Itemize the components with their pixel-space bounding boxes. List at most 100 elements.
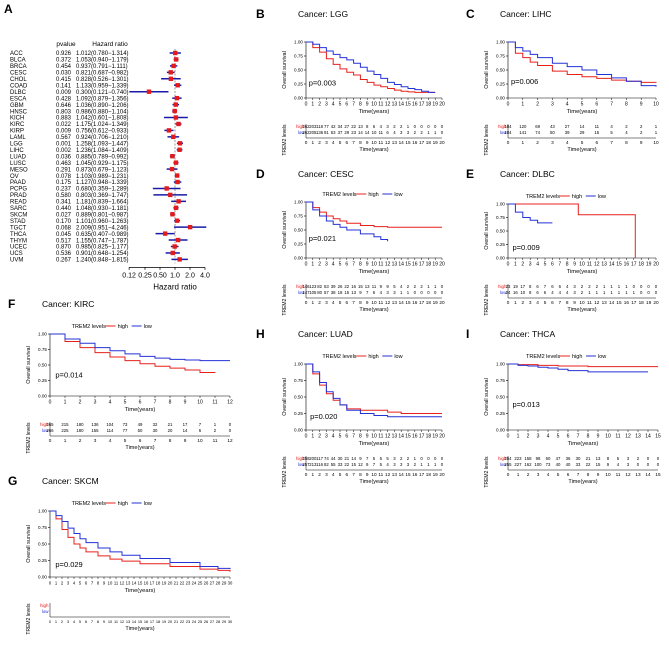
pvalue-value: 0.009 — [56, 129, 72, 135]
x-tick-label: 9 — [640, 102, 643, 108]
x-tick-label: 12 — [594, 262, 600, 268]
y-tick-label: 1.00 — [294, 362, 303, 367]
x-tick-label: 4 — [332, 434, 335, 440]
x-tick-label: 3 — [537, 434, 540, 440]
legend-label-low: low — [598, 354, 606, 360]
risk-x-tick-label: 3 — [529, 300, 532, 305]
risk-x-tick-label: 8 — [359, 472, 362, 477]
x-tick-label: 24 — [192, 581, 197, 586]
risk-x-axis-title: Time(years) — [125, 445, 154, 451]
y-tick-label: 0.50 — [38, 363, 47, 368]
x-tick-label: 1 — [311, 434, 314, 440]
risk-count-high: 36 — [566, 456, 571, 461]
risk-count-low: 225 — [61, 428, 69, 433]
risk-x-tick-label: 0 — [507, 472, 510, 477]
risk-count-low: 4 — [551, 290, 554, 295]
hr-point — [176, 199, 181, 204]
y-tick-label: 0.50 — [38, 542, 47, 547]
x-tick-label: 9 — [366, 262, 369, 268]
risk-count-low: 15 — [344, 290, 349, 295]
x-tick-label: 4 — [566, 102, 569, 108]
risk-count-low: 7 — [366, 290, 369, 295]
x-axis-title: Time(years) — [359, 441, 390, 447]
x-tick-label: 17 — [631, 262, 637, 268]
x-tick-label: 7 — [352, 102, 355, 108]
risk-x-tick-label: 4 — [109, 438, 112, 443]
risk-x-tick-label: 2 — [536, 140, 539, 145]
risk-count-high: 13 — [596, 456, 601, 461]
x-tick-label: 5 — [557, 434, 560, 440]
risk-count-high: 118 — [316, 124, 323, 129]
survival-curve-low — [50, 333, 230, 362]
y-tick-label: 1.00 — [496, 40, 505, 45]
risk-count-low: 1 — [655, 130, 658, 135]
risk-count-high: 2 — [640, 124, 643, 129]
risk-count-low: 141 — [519, 130, 527, 135]
legend-title: TREM2 levels — [72, 324, 106, 330]
survival-curve-low — [306, 363, 442, 418]
risk-count-low: 10 — [520, 290, 525, 295]
panel-b-lgg: B Cancer: LGG 0.00 0.25 0.50 0.75 1.00 Overall … — [248, 0, 458, 165]
x-tick-label: 12 — [385, 434, 391, 440]
pvalue-value: 0.068 — [56, 225, 72, 231]
risk-x-tick-label: 0 — [49, 619, 52, 624]
x-tick-label: 4 — [73, 581, 76, 586]
hr-point — [174, 218, 180, 223]
cancer-label: PCPG — [10, 187, 27, 193]
x-tick-label: 21 — [174, 581, 179, 586]
y-axis-title: Overall survival — [282, 211, 288, 249]
risk-count-high: 3 — [573, 284, 576, 289]
x-tick-label: 5 — [581, 102, 584, 108]
risk-count-high: 19 — [513, 284, 518, 289]
risk-x-tick-label: 6 — [139, 438, 142, 443]
risk-count-low: 50 — [138, 428, 143, 433]
survival-curve-high — [50, 510, 231, 572]
risk-count-high: 0 — [441, 284, 444, 289]
risk-count-high: 0 — [427, 456, 430, 461]
risk-count-high: 1 — [655, 124, 658, 129]
risk-count-low: 114 — [107, 428, 114, 433]
x-tick-label: 16 — [144, 581, 149, 586]
y-tick-label: 1.00 — [496, 202, 505, 207]
x-tick-label: 8 — [97, 581, 100, 586]
risk-count-low: 33 — [338, 462, 343, 467]
y-tick-label: 1.00 — [38, 509, 47, 514]
cancer-label: THYM — [10, 238, 27, 244]
risk-x-tick-label: 11 — [378, 472, 383, 477]
risk-x-tick-label: 22 — [180, 619, 184, 624]
x-tick-label: 3 — [551, 102, 554, 108]
y-tick-label: 0.75 — [38, 347, 47, 352]
risk-count-low: 6 — [536, 290, 539, 295]
cancer-label: LUSC — [10, 161, 27, 167]
risk-count-high: 14 — [580, 124, 585, 129]
risk-x-tick-label: 13 — [392, 140, 398, 145]
risk-x-tick-label: 6 — [595, 140, 598, 145]
pvalue-value: 0.926 — [56, 51, 72, 57]
x-tick-label: 15 — [138, 581, 143, 586]
risk-x-tick-label: 19 — [646, 300, 652, 305]
risk-count-low: 3 — [386, 290, 389, 295]
x-tick-label: 9 — [184, 400, 187, 406]
risk-count-high: 146 — [302, 284, 310, 289]
risk-count-high: 258 — [302, 456, 310, 461]
risk-count-low: 4 — [386, 462, 389, 467]
risk-count-high: 2 — [407, 456, 410, 461]
risk-x-tick-label: 10 — [371, 472, 377, 477]
cancer-label: BLCA — [10, 58, 26, 64]
risk-row-label-low: low — [42, 428, 50, 433]
risk-count-high: 9 — [359, 456, 362, 461]
risk-x-tick-label: 10 — [108, 619, 113, 624]
risk-count-high: 2 — [420, 284, 423, 289]
risk-x-tick-label: 15 — [655, 472, 661, 477]
x-tick-label: 0 — [305, 434, 308, 440]
risk-count-low: 105 — [309, 290, 317, 295]
risk-row-label-high: high — [498, 456, 507, 461]
risk-count-low: 74 — [535, 130, 540, 135]
x-axis-title: Time(years) — [359, 109, 390, 115]
risk-count-low: 0 — [427, 290, 430, 295]
x-tick-label: 14 — [132, 581, 137, 586]
risk-count-low: 116 — [316, 462, 323, 467]
